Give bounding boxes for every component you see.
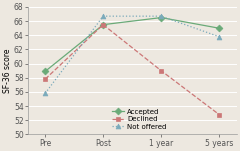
- Declined: [218, 114, 221, 116]
- Declined: [102, 24, 105, 26]
- Declined: [44, 78, 47, 80]
- Line: Not offered: Not offered: [43, 14, 222, 96]
- Accepted: [160, 17, 162, 18]
- Not offered: [218, 36, 221, 38]
- Accepted: [44, 71, 47, 72]
- Legend: Accepted, Declined, Not offered: Accepted, Declined, Not offered: [111, 107, 168, 131]
- Not offered: [102, 15, 105, 17]
- Line: Accepted: Accepted: [43, 15, 222, 74]
- Line: Declined: Declined: [43, 22, 222, 117]
- Accepted: [218, 27, 221, 29]
- Not offered: [160, 15, 162, 17]
- Y-axis label: SF-36 score: SF-36 score: [3, 48, 12, 93]
- Not offered: [44, 92, 47, 94]
- Accepted: [102, 24, 105, 26]
- Declined: [160, 70, 162, 72]
